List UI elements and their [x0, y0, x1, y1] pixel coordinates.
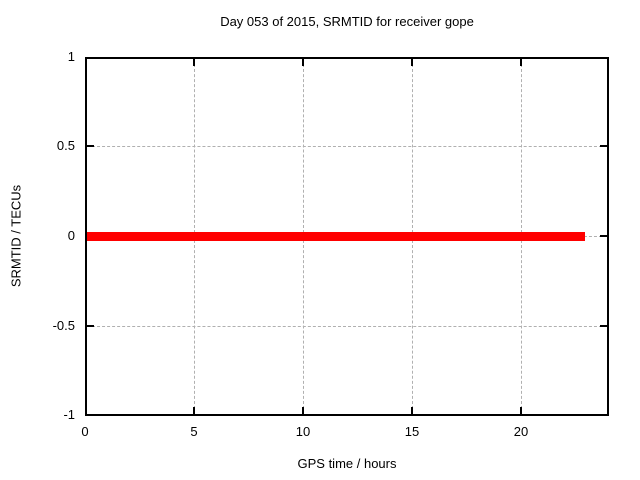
ytick-label--0.5: -0.5	[52, 318, 75, 333]
xtick-mark-bottom-5	[193, 407, 195, 414]
chart-title: Day 053 of 2015, SRMTID for receiver gop…	[220, 14, 474, 29]
ytick-label-0.5: 0.5	[56, 138, 75, 153]
y-axis-label-text: SRMTID / TECUs	[8, 184, 24, 288]
xtick-mark-top-10	[302, 59, 304, 66]
gridline-y-0.5	[87, 326, 607, 327]
series-srmtid-line	[87, 232, 585, 241]
ytick-mark-right-0	[600, 235, 607, 237]
ytick-mark-left-0.5	[87, 145, 94, 147]
xtick-mark-top-5	[193, 59, 195, 66]
plot-area	[85, 57, 609, 416]
ytick-mark-right-0.5	[600, 145, 607, 147]
ytick-mark-left--0.5	[87, 325, 94, 327]
gridline-y0.5	[87, 146, 607, 147]
xtick-label-10: 10	[295, 424, 311, 439]
xtick-label-0: 0	[81, 424, 89, 439]
xtick-mark-top-15	[411, 59, 413, 66]
xtick-mark-bottom-20	[520, 407, 522, 414]
xtick-mark-bottom-15	[411, 407, 413, 414]
xtick-mark-bottom-10	[302, 407, 304, 414]
x-axis-label: GPS time / hours	[297, 456, 397, 471]
ytick-label-0: 0	[67, 228, 75, 243]
xtick-label-20: 20	[513, 424, 529, 439]
ytick-label-1: 1	[67, 49, 75, 64]
xtick-label-5: 5	[190, 424, 198, 439]
ytick-mark-right--0.5	[600, 325, 607, 327]
xtick-label-15: 15	[404, 424, 420, 439]
xtick-mark-top-20	[520, 59, 522, 66]
ytick-label--1: -1	[63, 407, 75, 422]
